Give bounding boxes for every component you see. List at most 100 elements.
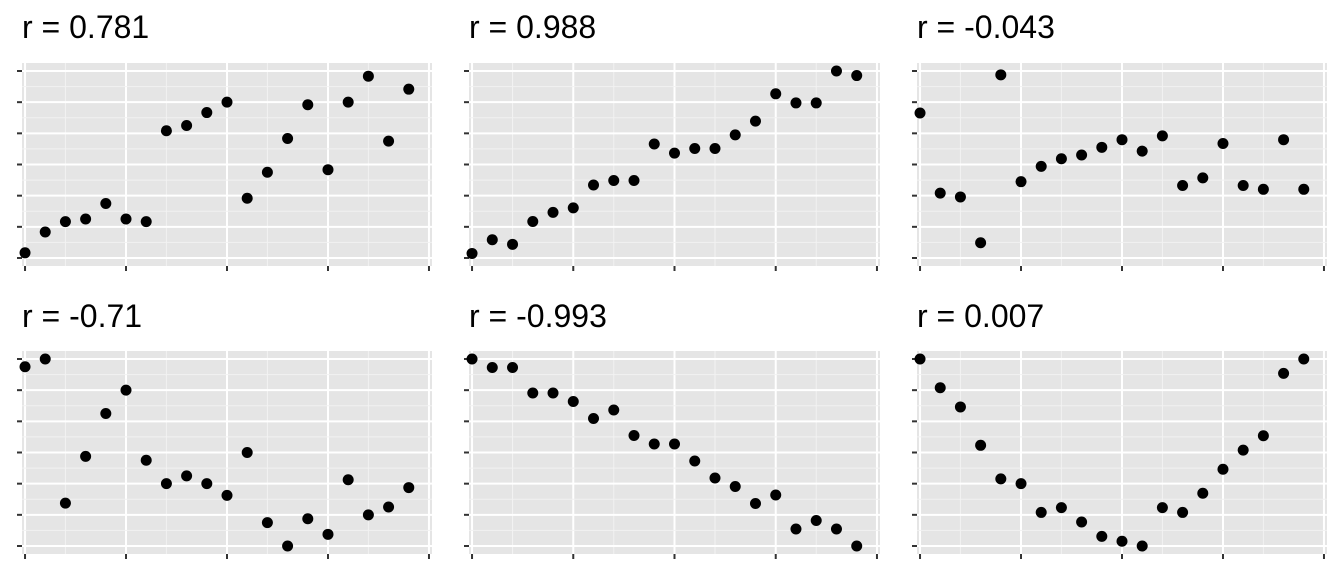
data-point [1177,506,1189,518]
data-point [241,447,253,458]
panel-2: r = 0.988 [464,9,880,271]
data-point [588,179,600,191]
data-point [689,455,701,467]
data-points [19,353,415,552]
axis-ticks [464,70,878,271]
data-point [160,125,172,137]
data-point [1237,444,1249,456]
data-point [486,362,498,373]
data-points [466,353,863,552]
data-point [383,501,395,513]
data-point [1096,141,1108,153]
gridlines [917,351,1327,554]
data-point [588,413,600,424]
data-point [19,247,31,259]
data-point [1257,183,1269,195]
data-point [100,408,112,420]
gridlines [917,63,1327,266]
data-point [689,143,701,155]
data-point [934,382,946,394]
data-point [628,430,640,441]
data-point [19,361,31,373]
data-point [80,213,92,225]
data-points [914,353,1310,552]
data-point [770,489,782,501]
data-point [140,216,152,228]
data-point [282,133,294,145]
data-point [120,384,132,396]
data-point [362,509,374,521]
data-point [669,147,680,159]
axis-ticks [17,70,430,271]
data-points [914,69,1310,249]
data-point [342,474,354,486]
data-point [1096,530,1108,542]
data-point [1217,138,1229,150]
data-point [100,197,112,209]
data-point [914,353,926,365]
data-point [362,70,374,82]
data-point [628,174,640,186]
data-point [709,472,721,484]
data-point [221,96,233,108]
data-point [608,404,620,416]
data-point [975,439,987,451]
axis-ticks [912,358,1325,559]
data-point [954,191,966,203]
gridlines [469,351,880,554]
data-point [975,237,987,249]
data-point [1197,487,1209,499]
data-point [302,99,314,111]
data-point [1237,179,1249,191]
data-point [567,396,579,407]
data-point [810,515,822,526]
data-points [19,70,415,259]
data-point [507,362,519,373]
data-point [201,107,213,119]
data-point [1055,502,1067,514]
data-point [995,69,1007,81]
data-point [527,216,539,228]
data-points [466,65,863,259]
data-point [1257,430,1269,442]
data-point [729,129,741,141]
data-point [851,540,863,552]
data-point [59,216,71,228]
data-point [1055,153,1067,165]
data-point [1278,367,1290,379]
panel-2-title: r = 0.988 [469,9,596,45]
data-point [1035,506,1047,518]
gridlines [469,63,880,266]
data-point [1197,172,1209,184]
data-point [181,120,193,132]
data-point [547,206,559,218]
data-point [201,478,213,490]
data-point [830,65,842,77]
data-point [1136,540,1148,552]
data-point [322,164,334,176]
panel-5-title: r = -0.993 [469,298,607,334]
panel-5: r = -0.993 [464,298,880,559]
data-point [1015,176,1027,188]
data-point [403,83,415,95]
data-point [466,353,478,365]
data-point [669,438,680,450]
data-point [995,473,1007,485]
axis-ticks [17,358,430,559]
data-point [322,528,334,540]
data-point [1298,183,1310,195]
panel-4-title: r = -0.71 [22,298,142,334]
data-point [383,135,395,147]
data-point [282,540,294,552]
panel-1: r = 0.781 [17,9,432,271]
data-point [261,166,273,178]
data-point [830,523,842,535]
data-point [914,107,926,119]
data-point [790,97,802,109]
data-point [608,174,620,186]
data-point [770,88,782,100]
data-point [709,143,721,155]
panel-4: r = -0.71 [17,298,432,559]
axis-ticks [912,70,1325,271]
